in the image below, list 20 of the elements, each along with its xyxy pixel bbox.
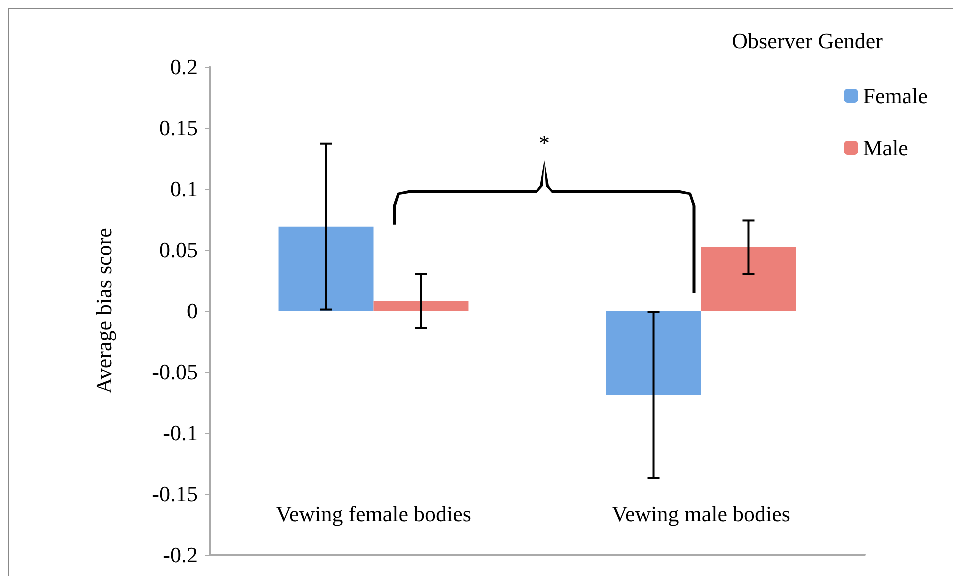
legend-label: Female xyxy=(863,84,928,108)
bar xyxy=(374,301,469,311)
x-tick-label: Vewing female bodies xyxy=(276,502,472,526)
y-tick-label: -0.1 xyxy=(163,420,198,446)
y-tick-label: -0.15 xyxy=(152,482,198,506)
bar xyxy=(701,248,796,311)
y-tick-label: 0.05 xyxy=(160,238,198,262)
bar xyxy=(606,311,702,396)
y-tick-label: -0.2 xyxy=(163,542,198,568)
legend-label: Male xyxy=(863,136,908,160)
x-tick-label: Vewing male bodies xyxy=(612,502,790,526)
y-tick-label: 0.1 xyxy=(170,176,198,202)
legend-title: Observer Gender xyxy=(732,28,884,54)
y-tick-label: -0.05 xyxy=(152,360,198,384)
y-tick-label: 0.15 xyxy=(160,116,198,140)
annotation: * xyxy=(539,130,550,156)
y-tick-label: 0.2 xyxy=(170,54,198,80)
y-tick-label: 0 xyxy=(187,298,198,324)
y-axis-title: Average bias score xyxy=(92,228,116,394)
bar xyxy=(278,226,374,311)
